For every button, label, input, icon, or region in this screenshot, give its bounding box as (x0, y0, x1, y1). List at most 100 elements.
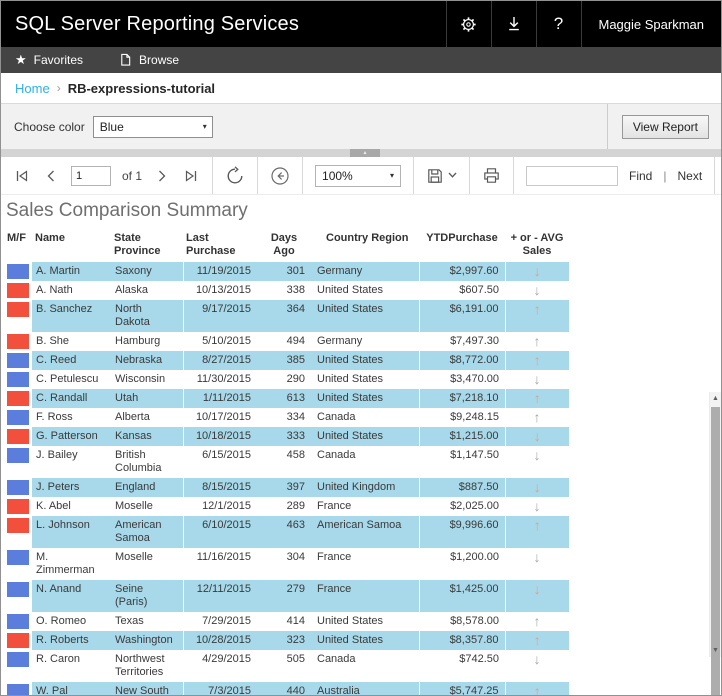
gender-color-cell (4, 389, 32, 408)
column-header-country-region: Country Region (326, 232, 409, 244)
last-purchase-cell: 5/10/2015 (202, 335, 251, 347)
state-province-cell: North Dakota (111, 300, 183, 332)
nav-item-favorites[interactable]: ★ Favorites (15, 53, 83, 67)
printer-icon[interactable] (482, 166, 501, 185)
print-group (470, 157, 513, 194)
scroll-down-icon[interactable]: ▼ (712, 647, 719, 654)
gender-color-swatch (7, 582, 29, 597)
trend-arrow-icon: ↑ (504, 300, 569, 332)
favorites-label: Favorites (33, 53, 84, 67)
days-ago-cell: 414 (286, 615, 305, 627)
state-province-cell: Hamburg (115, 335, 161, 347)
column-header-avg-sales: + or - AVG Sales (510, 232, 564, 257)
days-ago-cell: 494 (286, 335, 305, 347)
ytd-purchase-cell: $1,200.00 (450, 551, 499, 563)
collapse-parameters-handle[interactable]: ▲ (350, 149, 380, 157)
find-button[interactable]: Find (629, 168, 653, 183)
last-purchase-cell: 11/30/2015 (196, 373, 251, 385)
breadcrumb-chevron-icon: › (56, 81, 61, 95)
days-ago-cell: 304 (286, 551, 305, 563)
nav-bar: ★ Favorites Browse (1, 47, 721, 73)
table-row: B. Sanchez North Dakota 9/17/2015 364 Un… (4, 300, 569, 332)
gender-color-swatch (7, 372, 29, 387)
days-ago-cell: 338 (286, 284, 305, 296)
name-cell: N. Anand (32, 580, 111, 612)
name-cell: R. Roberts (32, 631, 111, 650)
first-page-button[interactable] (13, 167, 31, 185)
gender-color-swatch (7, 429, 29, 444)
state-province-cell: Utah (111, 389, 183, 408)
page-number-input[interactable] (71, 165, 111, 186)
zoom-select[interactable]: 100% ▾ (315, 164, 402, 187)
state-province-cell: American Samoa (111, 516, 183, 548)
nav-item-browse[interactable]: Browse (119, 53, 179, 67)
next-button[interactable]: Next (677, 168, 703, 183)
country-region-cell: France (317, 551, 352, 563)
country-region-cell: United States (311, 300, 419, 332)
view-report-button[interactable]: View Report (621, 114, 709, 139)
back-icon[interactable] (270, 166, 290, 186)
days-ago-cell: 505 (286, 653, 305, 665)
settings-button[interactable] (445, 1, 491, 47)
table-row: F. Ross Alberta 10/17/2015 334 Canada $9… (4, 408, 569, 427)
toolbar-divider (413, 157, 415, 194)
trend-arrow-icon: ↑ (504, 351, 569, 370)
report-toolbar: of 1 100% ▾ (1, 157, 721, 195)
gender-color-cell (4, 516, 32, 548)
column-header-name: Name (35, 232, 65, 244)
gender-color-cell (4, 612, 32, 631)
previous-page-button[interactable] (42, 167, 60, 185)
vertical-scrollbar[interactable]: ▲ ▼ (709, 392, 721, 695)
help-button[interactable]: ? (535, 1, 581, 47)
country-region-cell: United States (317, 615, 384, 627)
refresh-group (213, 157, 257, 194)
state-province-cell: British Columbia (115, 449, 162, 474)
name-cell: W. Pal (32, 682, 111, 695)
table-row: L. Johnson American Samoa 6/10/2015 463 … (4, 516, 569, 548)
parameter-panel: Choose color Blue ▾ View Report (1, 103, 721, 149)
folder-icon (119, 53, 132, 67)
trend-arrow-icon: ↓ (533, 282, 541, 298)
state-province-cell: Alaska (115, 284, 149, 296)
user-menu[interactable]: Maggie Sparkman (580, 1, 722, 47)
choose-color-label: Choose color (14, 119, 85, 134)
choose-color-select[interactable]: Blue ▾ (92, 115, 213, 138)
table-row: C. Randall Utah 1/11/2015 613 United Sta… (4, 389, 569, 408)
name-cell: C. Petulescu (36, 373, 99, 385)
days-ago-cell: 458 (286, 449, 305, 461)
parameter-panel-right: View Report (606, 104, 721, 149)
last-purchase-cell: 4/29/2015 (202, 653, 251, 665)
gender-color-swatch (7, 410, 29, 425)
ytd-purchase-cell: $6,191.00 (418, 300, 505, 332)
gender-color-swatch (7, 353, 29, 368)
state-province-cell: Nebraska (111, 351, 183, 370)
trend-arrow-icon: ↓ (533, 549, 541, 565)
save-export-button[interactable] (426, 167, 457, 185)
ytd-purchase-cell: $2,025.00 (450, 500, 499, 512)
download-button[interactable] (490, 1, 536, 47)
toolbar-divider (714, 157, 716, 194)
star-icon: ★ (15, 52, 27, 67)
trend-arrow-icon: ↑ (504, 516, 569, 548)
ytd-purchase-cell: $1,425.00 (418, 580, 505, 612)
refresh-icon[interactable] (225, 165, 245, 186)
scrollbar-thumb[interactable] (711, 407, 720, 695)
gender-color-cell (4, 408, 32, 427)
table-row: O. Romeo Texas 7/29/2015 414 United Stat… (4, 612, 569, 631)
gender-color-cell (4, 332, 32, 351)
country-region-cell: United States (317, 284, 384, 296)
scroll-up-icon[interactable]: ▲ (712, 395, 719, 402)
country-region-cell: United Kingdom (311, 478, 419, 497)
name-cell: F. Ross (36, 411, 73, 423)
country-region-cell: Germany (317, 335, 363, 347)
days-ago-cell: 334 (286, 411, 305, 423)
days-ago-cell: 290 (286, 373, 305, 385)
sales-table: M/F Name State Province Last Purchase Da… (4, 229, 569, 695)
next-page-button[interactable] (153, 167, 171, 185)
trend-arrow-icon: ↓ (504, 427, 569, 446)
last-page-button[interactable] (182, 167, 200, 185)
name-cell: C. Reed (32, 351, 111, 370)
country-region-cell: American Samoa (311, 516, 419, 548)
breadcrumb-home-link[interactable]: Home (15, 80, 50, 96)
find-input[interactable] (526, 165, 619, 186)
